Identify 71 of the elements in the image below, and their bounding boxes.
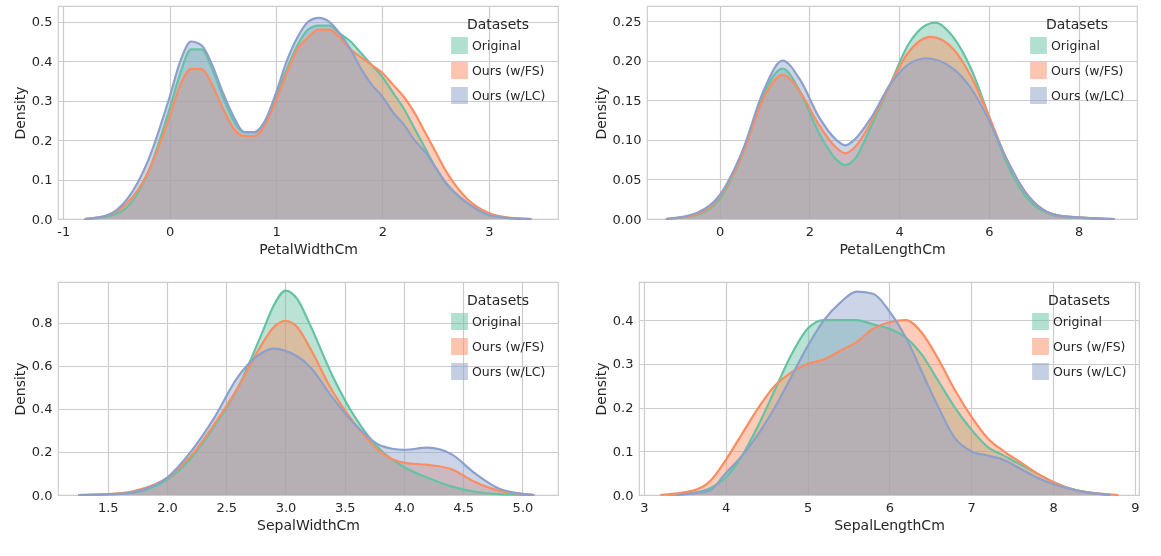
y-tick-label: 0.4 (31, 53, 53, 69)
x-tick-label: 9 (1131, 499, 1140, 515)
x-tick-label: 5.0 (512, 499, 534, 515)
legend-label: Ours (w/FS) (1053, 338, 1126, 354)
legend-label: Ours (w/FS) (1051, 62, 1124, 78)
legend-title: Datasets (466, 16, 530, 32)
y-tick-label: 0.1 (612, 443, 634, 459)
x-tick-label: 0 (716, 223, 725, 239)
x-tick-label: 7 (967, 499, 976, 515)
legend-label: Ours (w/FS) (472, 62, 545, 78)
y-tick-label: 0.0 (31, 211, 53, 227)
x-tick-label: 8 (1075, 223, 1084, 239)
x-axis-title: PetalWidthCm (259, 240, 358, 257)
legend-title: Datasets (1047, 292, 1111, 308)
x-tick-label: 4 (722, 499, 731, 515)
y-tick-label: 0.4 (612, 312, 634, 328)
x-tick-label: 3 (485, 223, 494, 239)
y-tick-label: 0.10 (612, 132, 642, 148)
x-tick-label: 3 (640, 499, 649, 515)
x-tick-label: 3.5 (334, 499, 356, 515)
y-tick-label: 0.5 (31, 14, 53, 30)
y-tick-label: 0.2 (612, 400, 634, 416)
y-tick-label: 0.0 (612, 487, 634, 503)
y-tick-label: 0.8 (31, 315, 53, 331)
x-tick-label: 6 (885, 499, 895, 515)
y-tick-label: 0.1 (31, 172, 53, 188)
legend-label: Original (472, 313, 521, 329)
y-tick-label: 0.25 (612, 13, 642, 29)
legend-label: Original (472, 37, 521, 53)
x-tick-label: 2.5 (216, 499, 238, 515)
y-tick-label: 0.3 (612, 356, 634, 372)
legend-label: Original (1053, 313, 1102, 329)
y-tick-label: 0.00 (612, 211, 642, 227)
x-tick-label: -1 (57, 223, 71, 239)
y-tick-label: 0.2 (31, 444, 53, 460)
legend-title: Datasets (466, 292, 530, 308)
y-tick-label: 0.20 (612, 53, 642, 69)
legend-label: Ours (w/LC) (1053, 363, 1127, 379)
legend-label: Original (1051, 37, 1100, 53)
x-tick-label: 3.0 (275, 499, 297, 515)
legend-label: Ours (w/FS) (472, 338, 545, 354)
y-tick-label: 0.05 (612, 171, 642, 187)
y-tick-label: 0.4 (31, 401, 53, 417)
legend-label: Ours (w/LC) (1051, 87, 1125, 103)
x-axis-title: SepalWidthCm (257, 516, 360, 533)
y-axis-title: Density (592, 362, 609, 416)
x-tick-label: 2.0 (157, 499, 178, 515)
x-tick-label: 6 (985, 223, 994, 239)
y-axis-title: Density (592, 86, 609, 140)
legend-label: Ours (w/LC) (472, 363, 546, 379)
legend-title: Datasets (1045, 16, 1109, 32)
x-tick-label: 8 (1049, 499, 1058, 515)
y-axis-title: Density (11, 86, 28, 140)
x-tick-label: 4.0 (394, 499, 415, 515)
x-tick-label: 1.5 (97, 499, 119, 515)
y-axis-title: Density (11, 362, 28, 416)
y-tick-label: 0.6 (31, 358, 53, 374)
y-tick-label: 0.0 (31, 487, 53, 503)
y-tick-label: 0.2 (31, 132, 53, 148)
x-tick-label: 4 (895, 223, 904, 239)
x-tick-label: 4.5 (453, 499, 475, 515)
legend-label: Ours (w/LC) (472, 87, 546, 103)
x-tick-label: 0 (166, 223, 175, 239)
x-tick-label: 5 (803, 499, 813, 515)
x-tick-label: 1 (272, 223, 281, 239)
x-axis-title: PetalLengthCm (839, 240, 946, 257)
y-tick-label: 0.15 (612, 92, 642, 108)
x-tick-label: 2 (805, 223, 815, 239)
x-axis-title: SepalLengthCm (834, 516, 945, 533)
x-tick-label: 2 (378, 223, 388, 239)
y-tick-label: 0.3 (31, 93, 53, 109)
